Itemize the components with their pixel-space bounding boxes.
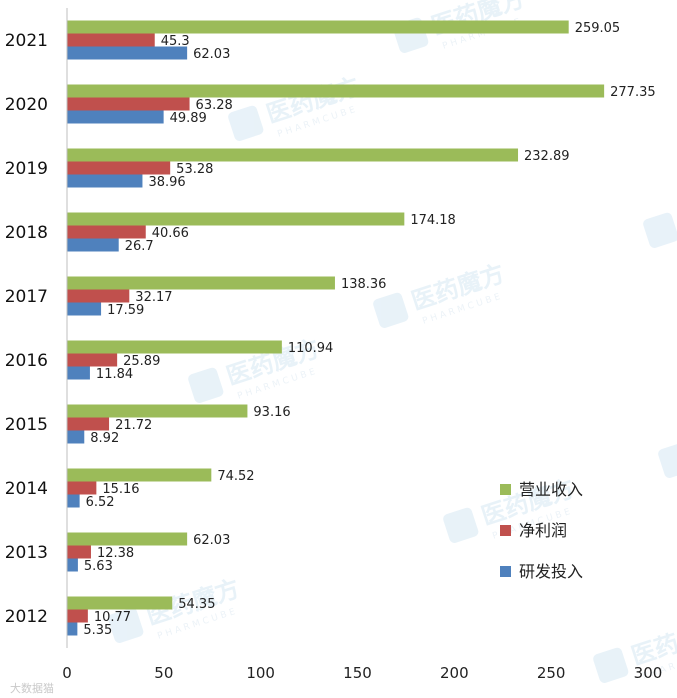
legend-label: 营业收入 xyxy=(519,480,583,499)
category-label-2014: 2014 xyxy=(5,479,48,499)
data-label: 10.77 xyxy=(94,610,131,625)
bar-2014-rd xyxy=(67,494,80,508)
data-label: 62.03 xyxy=(193,47,230,62)
bar-2017-net-profit xyxy=(67,289,130,303)
category-labels: 2021 2020 2019 2018 2017 2016 2015 2014 2013 2012 xyxy=(5,31,48,627)
data-label: 63.28 xyxy=(196,98,233,113)
legend-label: 净利润 xyxy=(519,521,567,540)
bar-2015-net-profit xyxy=(67,417,110,431)
data-label: 25.89 xyxy=(123,354,160,369)
x-tick-labels: 0 50 100 150 200 250 300 xyxy=(62,664,662,682)
data-label: 54.35 xyxy=(178,597,215,612)
category-label-2020: 2020 xyxy=(5,95,48,115)
bar-2018-revenue xyxy=(67,212,405,226)
bar-2015-revenue xyxy=(67,404,248,418)
category-label-2021: 2021 xyxy=(5,31,48,51)
bars-layer: 259.0545.362.03277.3563.2849.89232.8953.… xyxy=(67,20,656,638)
category-label-2016: 2016 xyxy=(5,351,48,371)
data-label: 93.16 xyxy=(253,405,290,420)
x-tick-200: 200 xyxy=(440,664,469,682)
bar-2020-net-profit xyxy=(67,97,190,111)
data-label: 32.17 xyxy=(135,290,172,305)
bar-2012-net-profit xyxy=(67,609,88,623)
category-label-2015: 2015 xyxy=(5,415,48,435)
bar-2013-net-profit xyxy=(67,545,91,559)
bar-2012-revenue xyxy=(67,596,173,610)
data-label: 74.52 xyxy=(217,469,254,484)
bar-2017-rd xyxy=(67,302,102,316)
data-label: 26.7 xyxy=(125,239,154,254)
x-tick-150: 150 xyxy=(343,664,372,682)
bar-2021-revenue xyxy=(67,20,569,34)
bar-2020-rd xyxy=(67,110,164,124)
bar-2016-revenue xyxy=(67,340,282,354)
bar-2018-rd xyxy=(67,238,119,252)
data-label: 53.28 xyxy=(176,162,213,177)
corner-watermark: 大数据猫 xyxy=(10,681,54,695)
data-label: 174.18 xyxy=(410,213,456,228)
bar-2014-net-profit xyxy=(67,481,97,495)
category-label-2018: 2018 xyxy=(5,223,48,243)
legend-swatch xyxy=(500,484,511,495)
x-tick-300: 300 xyxy=(634,664,663,682)
x-tick-250: 250 xyxy=(537,664,566,682)
x-tick-50: 50 xyxy=(154,664,173,682)
bar-2018-net-profit xyxy=(67,225,146,239)
data-label: 138.36 xyxy=(341,277,387,292)
bar-2019-rd xyxy=(67,174,143,188)
data-label: 17.59 xyxy=(107,303,144,318)
data-label: 259.05 xyxy=(575,21,621,36)
bar-2020-revenue xyxy=(67,84,605,98)
data-label: 5.63 xyxy=(84,559,113,574)
bar-2014-revenue xyxy=(67,468,212,482)
data-label: 6.52 xyxy=(86,495,115,510)
bar-2013-rd xyxy=(67,558,78,572)
x-tick-0: 0 xyxy=(62,664,72,682)
data-label: 40.66 xyxy=(152,226,189,241)
category-label-2013: 2013 xyxy=(5,543,48,563)
category-label-2017: 2017 xyxy=(5,287,48,307)
bar-2012-rd xyxy=(67,622,78,636)
bar-2016-rd xyxy=(67,366,90,380)
data-label: 38.96 xyxy=(148,175,185,190)
data-label: 110.94 xyxy=(288,341,334,356)
bar-2019-revenue xyxy=(67,148,519,162)
bar-2017-revenue xyxy=(67,276,335,290)
bar-2021-net-profit xyxy=(67,33,155,47)
data-label: 12.38 xyxy=(97,546,134,561)
data-label: 232.89 xyxy=(524,149,570,164)
data-label: 277.35 xyxy=(610,85,656,100)
legend-swatch xyxy=(500,566,511,577)
bar-2016-net-profit xyxy=(67,353,118,367)
data-label: 15.16 xyxy=(102,482,139,497)
data-label: 8.92 xyxy=(90,431,119,446)
legend-label: 研发投入 xyxy=(519,562,583,581)
data-label: 49.89 xyxy=(170,111,207,126)
legend-swatch xyxy=(500,525,511,536)
category-label-2019: 2019 xyxy=(5,159,48,179)
data-label: 62.03 xyxy=(193,533,230,548)
data-label: 21.72 xyxy=(115,418,152,433)
x-tick-100: 100 xyxy=(246,664,275,682)
bar-2021-rd xyxy=(67,46,188,60)
data-label: 45.3 xyxy=(161,34,190,49)
data-label: 5.35 xyxy=(83,623,112,638)
bar-2015-rd xyxy=(67,430,85,444)
data-label: 11.84 xyxy=(96,367,133,382)
category-label-2012: 2012 xyxy=(5,607,48,627)
bar-2013-revenue xyxy=(67,532,188,546)
bar-2019-net-profit xyxy=(67,161,171,175)
